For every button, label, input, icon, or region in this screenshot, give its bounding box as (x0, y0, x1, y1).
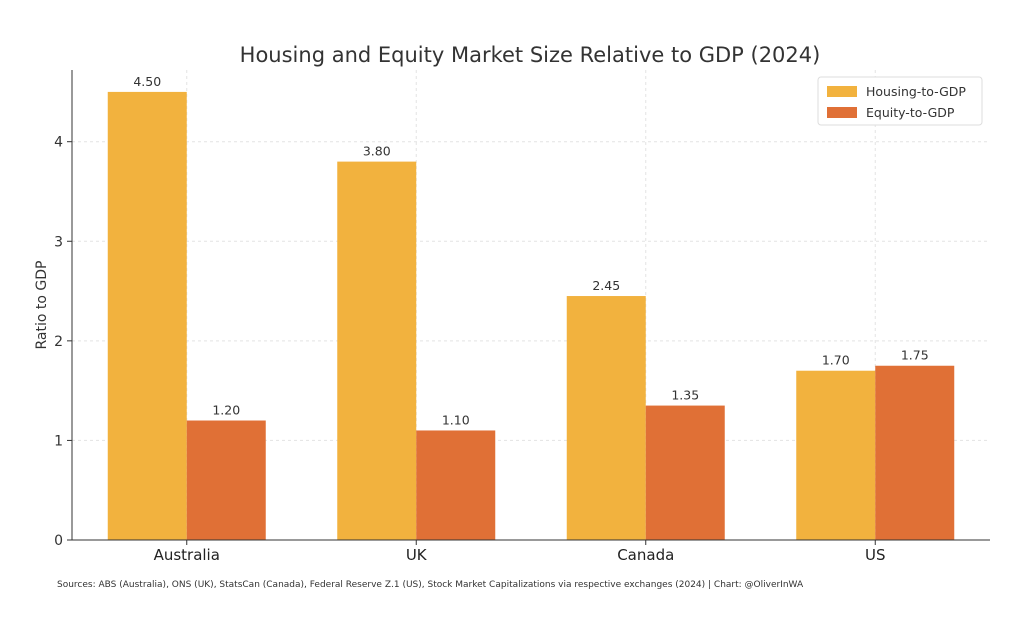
legend-box (817, 76, 983, 126)
legend-label: Housing-to-GDP (866, 84, 966, 99)
bar-equity-to-gdp-uk (416, 430, 496, 540)
y-tick-label: 4 (54, 135, 63, 151)
bar-value-label: 4.50 (133, 74, 161, 89)
y-axis-label: Ratio to GDP (34, 261, 50, 350)
y-tick-label: 1 (54, 433, 63, 449)
x-tick-label: UK (406, 546, 428, 564)
bar-housing-to-gdp-uk (337, 161, 417, 540)
bar-housing-to-gdp-australia (107, 91, 187, 541)
legend-label: Equity-to-GDP (866, 105, 955, 120)
x-tick-label: Australia (154, 546, 220, 564)
bar-equity-to-gdp-australia (186, 420, 266, 540)
bar-value-label: 2.45 (592, 278, 620, 293)
bar-equity-to-gdp-canada (645, 405, 725, 540)
bar-value-label: 3.80 (363, 144, 391, 159)
legend: Housing-to-GDP Equity-to-GDP (817, 76, 983, 126)
x-tick-label: Canada (617, 546, 674, 564)
axes-layer (67, 70, 990, 545)
x-tick-label: US (865, 546, 886, 564)
bar-housing-to-gdp-canada (566, 296, 646, 540)
bar-equity-to-gdp-us (875, 365, 955, 540)
labels-layer: 0 1 2 3 4 4.50 1.20 Australia 3.80 1.10 UK 2.45 1.35… (54, 74, 929, 564)
bar-value-label: 1.70 (822, 353, 850, 368)
bar-value-label: 1.75 (901, 348, 929, 363)
bar-value-label: 1.35 (671, 388, 699, 403)
legend-swatch (827, 107, 857, 118)
y-tick-label: 0 (54, 533, 63, 549)
legend-swatch (827, 86, 857, 97)
bar-value-label: 1.20 (212, 403, 240, 418)
chart-title: Housing and Equity Market Size Relative … (240, 43, 821, 67)
bar-value-label: 1.10 (442, 412, 470, 427)
bars-layer (107, 91, 955, 541)
y-tick-label: 3 (54, 234, 63, 250)
y-tick-label: 2 (54, 334, 63, 350)
bar-housing-to-gdp-us (796, 370, 876, 540)
source-note: Sources: ABS (Australia), ONS (UK), Stat… (57, 580, 804, 590)
